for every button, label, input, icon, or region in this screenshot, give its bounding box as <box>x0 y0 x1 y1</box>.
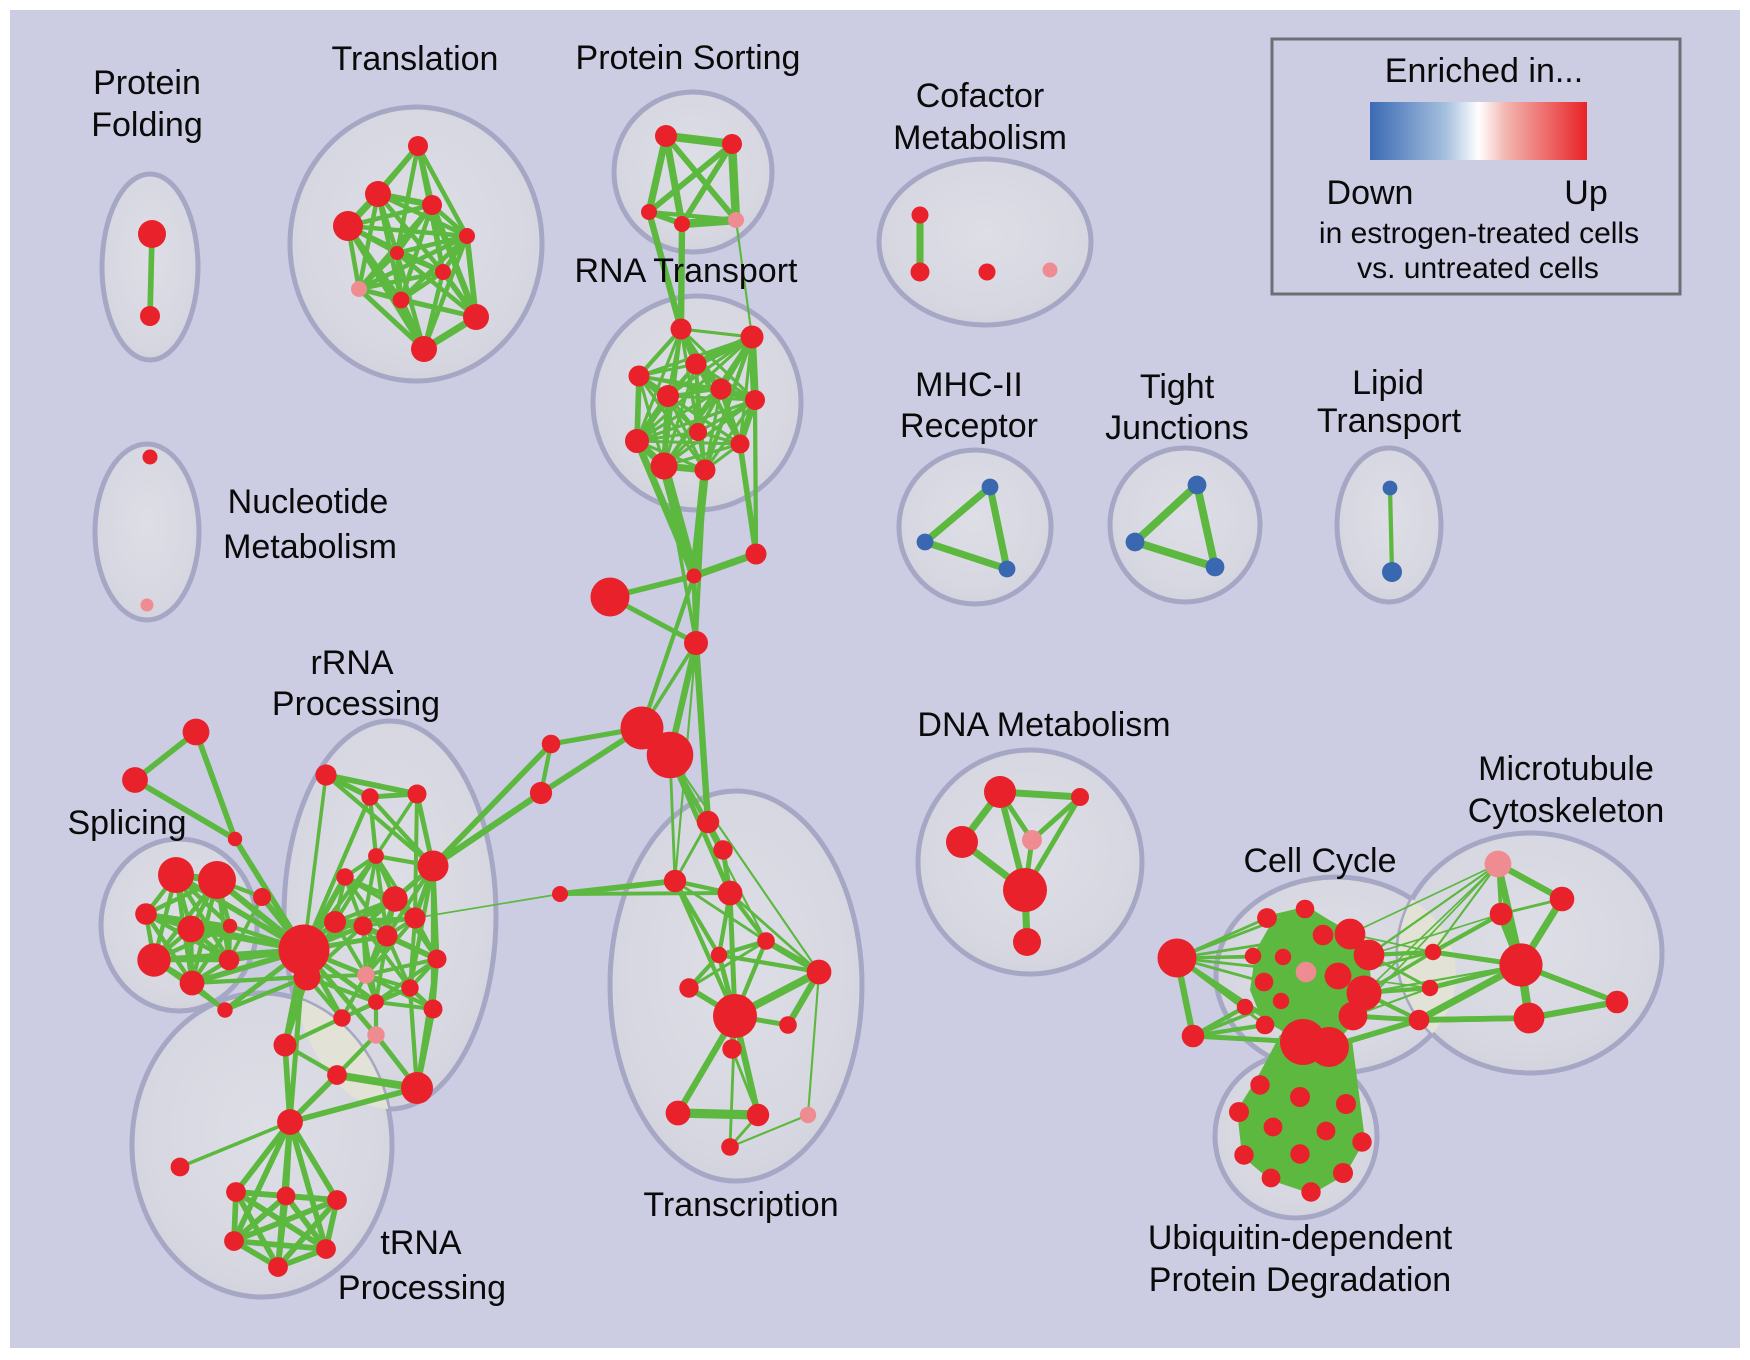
svg-text:Protein Degradation: Protein Degradation <box>1149 1261 1451 1299</box>
svg-text:in estrogen-treated cells: in estrogen-treated cells <box>1319 217 1639 250</box>
svg-text:Metabolism: Metabolism <box>893 119 1067 157</box>
svg-text:Lipid: Lipid <box>1352 364 1424 402</box>
svg-text:Down: Down <box>1327 174 1414 212</box>
svg-text:Nucleotide: Nucleotide <box>228 483 389 521</box>
svg-text:Junctions: Junctions <box>1105 409 1249 447</box>
svg-text:vs. untreated cells: vs. untreated cells <box>1357 252 1599 285</box>
svg-text:Folding: Folding <box>91 106 203 144</box>
svg-text:Protein: Protein <box>93 64 201 102</box>
svg-text:Microtubule: Microtubule <box>1478 750 1654 788</box>
svg-text:Cytoskeleton: Cytoskeleton <box>1468 792 1665 830</box>
svg-text:Protein Sorting: Protein Sorting <box>576 39 801 77</box>
svg-text:Transcription: Transcription <box>643 1186 838 1224</box>
svg-text:Ubiquitin-dependent: Ubiquitin-dependent <box>1148 1219 1453 1257</box>
svg-text:Translation: Translation <box>332 40 499 78</box>
svg-text:Processing: Processing <box>272 685 440 723</box>
svg-text:RNA Transport: RNA Transport <box>575 252 799 290</box>
svg-text:Receptor: Receptor <box>900 407 1038 445</box>
svg-text:tRNA: tRNA <box>380 1224 462 1262</box>
svg-text:Processing: Processing <box>338 1269 506 1307</box>
svg-text:rRNA: rRNA <box>310 644 393 682</box>
svg-text:Cofactor: Cofactor <box>916 77 1045 115</box>
svg-text:Splicing: Splicing <box>67 804 186 842</box>
svg-text:Metabolism: Metabolism <box>223 528 397 566</box>
svg-text:Enriched in...: Enriched in... <box>1385 52 1583 90</box>
svg-text:DNA Metabolism: DNA Metabolism <box>917 706 1170 744</box>
svg-text:Tight: Tight <box>1140 368 1215 406</box>
svg-text:Transport: Transport <box>1317 402 1462 440</box>
svg-text:Up: Up <box>1564 174 1607 212</box>
svg-text:MHC-II: MHC-II <box>915 366 1023 404</box>
svg-text:Cell Cycle: Cell Cycle <box>1243 842 1396 880</box>
